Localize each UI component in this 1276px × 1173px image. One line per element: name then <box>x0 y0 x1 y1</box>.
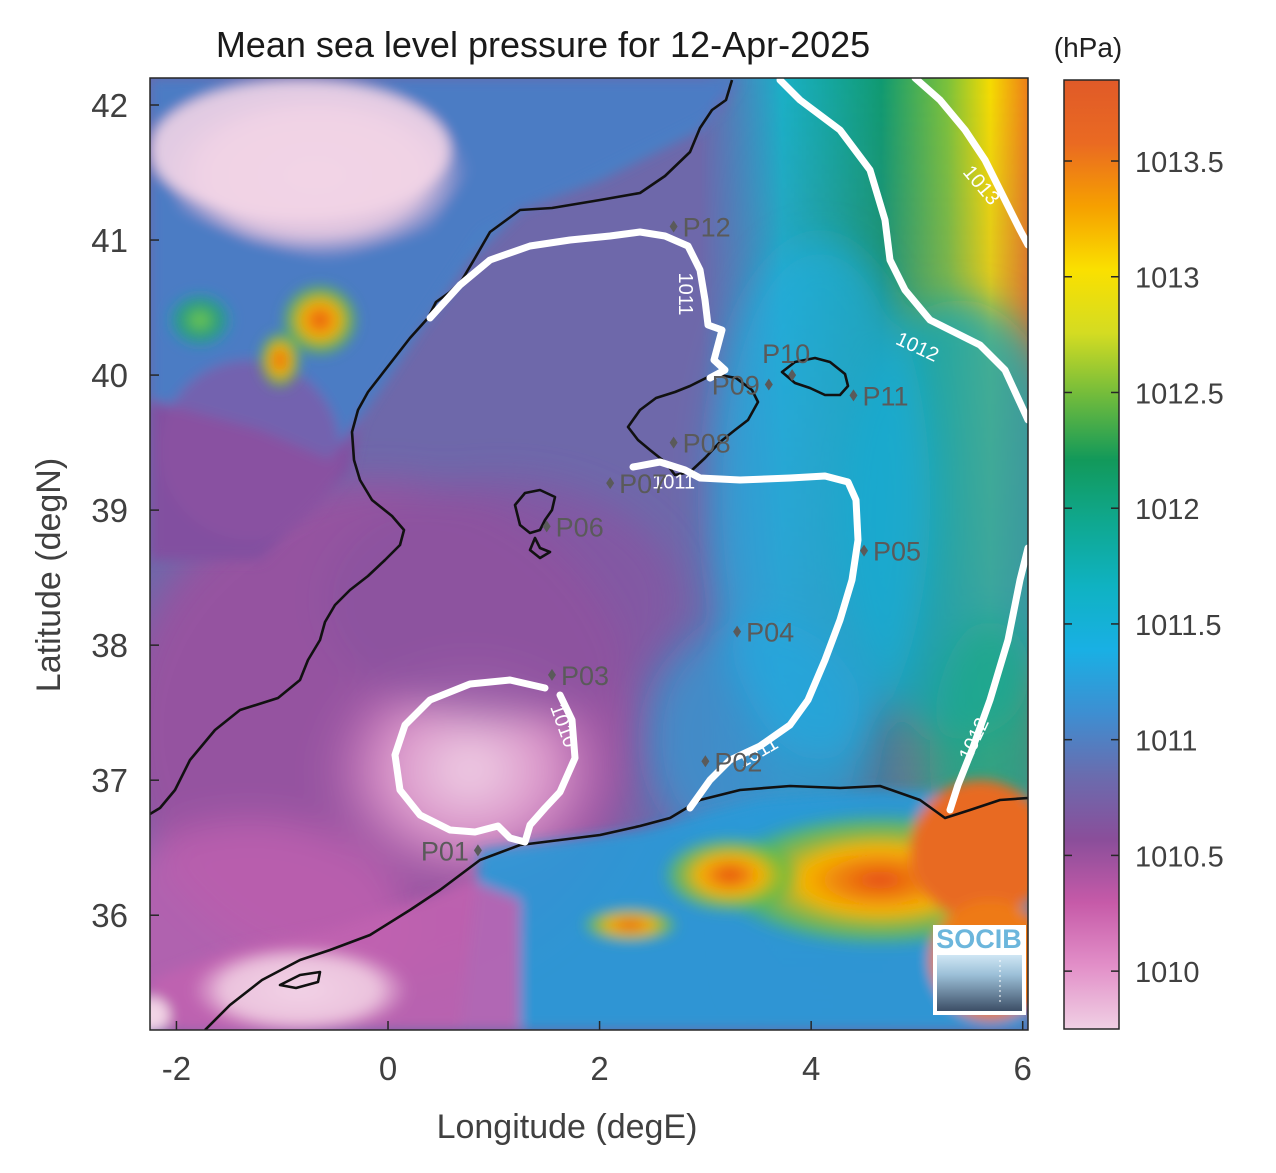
station-label: P05 <box>873 537 921 567</box>
plot-frame <box>149 77 1029 1031</box>
colorbar-tick-label: 1013.5 <box>1135 147 1224 179</box>
station-label: P11 <box>862 381 908 411</box>
colorbar-tick-label: 1010 <box>1135 957 1200 989</box>
station-label: P07 <box>619 469 667 499</box>
x-tick-label: 4 <box>802 1050 820 1087</box>
station-label: P08 <box>683 429 731 459</box>
coastline-iberia <box>150 79 734 816</box>
station-label: P02 <box>714 747 762 777</box>
isobar-1011-north <box>426 228 729 382</box>
colorbar-ticks: 1010 1010.5 1011 1011.5 1012 1012.5 1013 1013.5 <box>1064 147 1224 989</box>
coastline-ibiza <box>513 488 557 560</box>
station-marker <box>849 389 858 402</box>
station-marker <box>764 378 773 391</box>
colorbar-tick-label: 1011.5 <box>1135 610 1222 642</box>
coastline-menorca <box>780 356 850 397</box>
x-tick-label: -2 <box>162 1050 191 1087</box>
y-tick-label: 41 <box>91 222 128 259</box>
station-marker <box>473 844 482 857</box>
y-tick-label: 38 <box>91 627 128 664</box>
station-marker <box>547 668 556 681</box>
y-tick-label: 39 <box>91 492 128 529</box>
socib-logo: SOCIB <box>933 924 1026 1015</box>
station-marker <box>860 544 869 557</box>
isobar-1012 <box>776 78 1028 424</box>
station-marker <box>669 220 678 233</box>
chart-title: Mean sea level pressure for 12-Apr-2025 <box>216 24 870 65</box>
isobar-1012-south <box>946 544 1028 814</box>
isobar-1010 <box>391 676 579 846</box>
station-label: P04 <box>746 618 794 648</box>
contour-label: 1011 <box>652 471 695 493</box>
station-marker <box>606 477 615 490</box>
isobar-1013 <box>911 78 1028 249</box>
station-label: P01 <box>421 836 469 866</box>
coastline-north-africa <box>204 784 1028 1030</box>
station-label: P10 <box>762 339 810 369</box>
y-ticks: 36 37 38 39 40 41 42 <box>91 87 159 934</box>
x-tick-label: 2 <box>590 1050 608 1087</box>
station-marker <box>733 625 742 638</box>
colorbar-tick-label: 1012.5 <box>1135 378 1224 410</box>
y-tick-label: 40 <box>91 357 128 394</box>
colorbar-tick-label: 1011 <box>1135 726 1197 758</box>
x-tick-label: 0 <box>379 1050 397 1087</box>
x-ticks: -2 0 2 4 6 <box>162 1021 1032 1087</box>
coastline-alboran-island <box>278 970 322 990</box>
colorbar-tick-label: 1010.5 <box>1135 841 1224 873</box>
colorbar-unit: (hPa) <box>1054 32 1122 63</box>
y-tick-label: 36 <box>91 897 128 934</box>
y-tick-label: 42 <box>91 87 128 124</box>
station-marker <box>788 369 797 382</box>
station-marker <box>669 436 678 449</box>
colorbar-fill <box>1064 80 1119 1029</box>
station-label: P06 <box>556 512 604 542</box>
contour-label: 1011 <box>674 273 696 316</box>
isobars <box>391 78 1028 846</box>
x-tick-label: 6 <box>1014 1050 1032 1087</box>
station-label: P03 <box>561 661 609 691</box>
logo-text: SOCIB <box>936 924 1022 954</box>
x-axis-label: Longitude (degE) <box>437 1108 698 1146</box>
colorbar-tick-label: 1012 <box>1135 494 1200 526</box>
y-tick-label: 37 <box>91 762 128 799</box>
station-label: P12 <box>683 213 731 243</box>
isobar-1011-south <box>629 458 862 812</box>
colorbar: (hPa) 1010 1010.5 1011 1011.5 1012 1012.5 1013… <box>1054 32 1224 1030</box>
station-marker <box>542 520 551 533</box>
colorbar-tick-label: 1013 <box>1135 263 1200 295</box>
y-axis-label: Latitude (degN) <box>30 458 68 692</box>
station-marker <box>701 755 710 768</box>
station-label: P09 <box>712 371 760 401</box>
colorbar-frame <box>1063 79 1120 1030</box>
